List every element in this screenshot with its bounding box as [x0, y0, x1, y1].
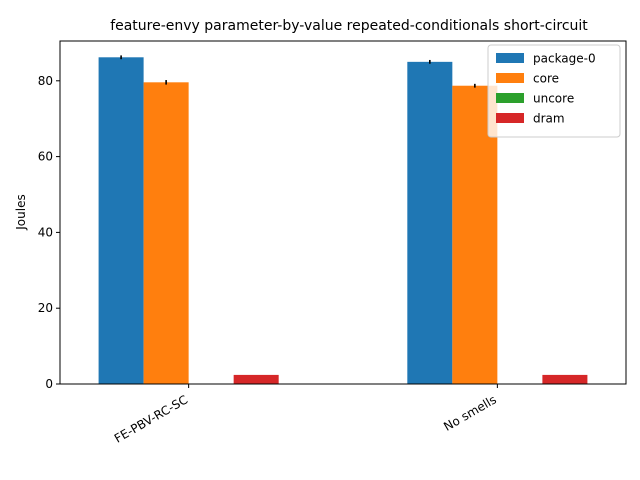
bar-package-0-1 [407, 61, 453, 384]
bars-layer [98, 57, 588, 385]
legend-label-uncore: uncore [533, 92, 574, 106]
legend-label-package-0: package-0 [533, 52, 596, 66]
legend-label-dram: dram [533, 112, 565, 126]
bar-dram-1 [542, 374, 588, 384]
y-tick-label: 20 [38, 301, 53, 315]
legend-label-core: core [533, 72, 559, 86]
error-bars-layer [120, 55, 476, 88]
legend-swatch-package-0 [496, 53, 524, 63]
y-tick-label: 40 [38, 225, 53, 239]
plot-frame [59, 40, 627, 385]
y-tick-label: 60 [38, 150, 53, 164]
legend-swatch-dram [496, 113, 524, 123]
legend-swatch-uncore [496, 93, 524, 103]
chart-title: feature-envy parameter-by-value repeated… [110, 18, 588, 34]
y-axis-label: Joules [14, 194, 28, 230]
bar-dram-0 [233, 374, 279, 384]
bar-package-0-0 [98, 57, 144, 384]
y-tick-label: 0 [45, 377, 53, 391]
y-tick-label: 80 [38, 74, 53, 88]
legend: package-0 core uncore dram [487, 44, 621, 138]
legend-swatch-core [496, 73, 524, 83]
y-axis: 0 20 40 60 80 [38, 74, 60, 391]
bar-core-0 [143, 82, 189, 385]
